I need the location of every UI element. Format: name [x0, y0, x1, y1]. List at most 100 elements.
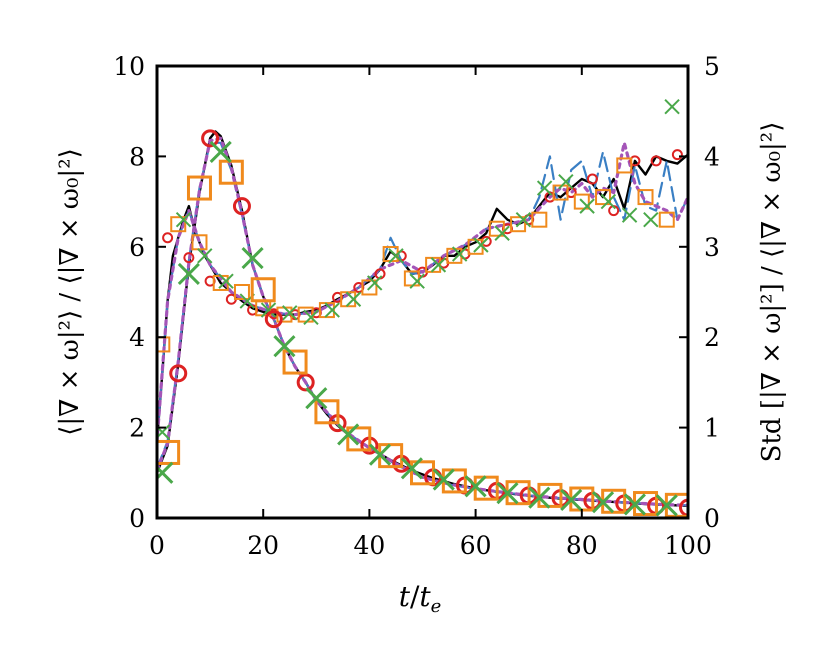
std-marker-square: [595, 189, 612, 206]
std-marker-square: [616, 157, 633, 174]
y-left-tick-label: 4: [129, 323, 145, 352]
std-marker-x: [260, 302, 277, 318]
x-tick-label: 80: [566, 531, 598, 560]
std-marker-square: [340, 291, 357, 308]
y-axis-label-right: Std [|∇ × ω|²] / ⟨|∇ × ω₀|²⟩: [757, 122, 787, 463]
std-marker-x: [494, 225, 510, 241]
mean-marker-x: [623, 493, 646, 516]
std-marker-x: [388, 248, 404, 264]
mean-marker-x: [177, 262, 200, 285]
x-axis-label: t/te: [399, 580, 442, 617]
y-axis-label-left: ⟨|∇ × ω|²⟩ / ⟨|∇ × ω₀|²⟩: [55, 148, 85, 436]
x-tick-label: 60: [460, 531, 492, 560]
mean-marker-square: [157, 439, 181, 465]
y-left-tick-label: 6: [129, 233, 145, 262]
std-marker-square: [361, 279, 378, 296]
mean-marker-circle: [264, 310, 283, 329]
std-marker-square: [637, 189, 654, 206]
std-marker-x: [175, 211, 192, 228]
std-marker-square: [552, 184, 569, 201]
std-marker-square: [170, 216, 187, 233]
y-right-tick-label: 3: [704, 233, 720, 262]
std-marker-x: [345, 291, 362, 307]
y-right-tick-label: 5: [704, 52, 720, 81]
std-marker-x: [451, 246, 468, 262]
std-marker-x: [282, 305, 298, 321]
mean-marker-x: [241, 247, 264, 270]
mean-marker-x: [337, 423, 360, 446]
y-left-tick-label: 8: [129, 142, 145, 171]
mean-marker-circle: [232, 197, 251, 216]
std-marker-x: [664, 98, 680, 115]
std-marker-x: [515, 211, 532, 228]
std-marker-square: [531, 211, 548, 228]
y-left-tick-label: 2: [129, 414, 145, 443]
std-marker-x: [197, 248, 213, 264]
mean-marker-square: [410, 460, 435, 486]
mean-marker-x: [655, 494, 678, 517]
series-layer: [157, 130, 688, 507]
x-tick-label: 40: [353, 531, 385, 560]
y-left-tick-label: 0: [129, 504, 145, 533]
y-right-tick-label: 1: [704, 414, 720, 443]
marker-layer: [157, 98, 688, 518]
std-marker-x: [643, 211, 659, 228]
mean-marker-circle: [679, 498, 688, 517]
mean-marker-x: [528, 486, 551, 509]
std-marker-x: [600, 193, 617, 210]
mean-line-purple-dotted: [157, 136, 688, 507]
std-marker-x: [621, 207, 638, 223]
std-marker-square: [658, 211, 675, 228]
mean-marker-x: [209, 140, 232, 163]
x-tick-label: 20: [247, 531, 279, 560]
mean-marker-x: [464, 475, 487, 498]
y-right-tick-label: 0: [704, 504, 720, 533]
mean-marker-square: [282, 349, 308, 375]
std-marker-x: [367, 275, 383, 291]
std-marker-square: [425, 256, 442, 273]
mean-marker-x: [400, 457, 423, 480]
mean-marker-square: [346, 426, 372, 452]
x-tick-label: 0: [149, 531, 165, 560]
mean-marker-square: [186, 175, 212, 201]
std-marker-square: [573, 193, 590, 210]
std-marker-circle: [671, 149, 683, 161]
mean-marker-x: [305, 387, 328, 410]
std-marker-circle: [162, 232, 174, 244]
plot-frame: [155, 64, 690, 520]
std-marker-square: [233, 284, 250, 300]
mean-marker-circle: [169, 364, 188, 383]
y-right-tick-label: 2: [704, 323, 720, 352]
std-marker-x: [218, 273, 234, 289]
std-marker-square: [318, 302, 335, 319]
mean-marker-circle: [296, 373, 315, 392]
mean-marker-circle: [201, 129, 220, 148]
std-marker-x: [409, 273, 425, 289]
mean-marker-x: [496, 482, 519, 505]
std-marker-x: [579, 198, 595, 214]
mean-marker-x: [560, 488, 583, 511]
mean-marker-x: [591, 491, 615, 514]
std-marker-square: [510, 216, 527, 233]
std-marker-x: [430, 257, 447, 273]
mean-marker-square: [250, 277, 276, 303]
std-marker-x: [303, 309, 319, 326]
std-marker-x: [558, 174, 574, 190]
mean-marker-x: [157, 461, 174, 484]
std-marker-circle: [586, 173, 598, 185]
std-marker-x: [324, 302, 340, 318]
y-left-tick-label: 10: [113, 52, 145, 81]
mean-marker-x: [273, 335, 296, 358]
mean-marker-square: [314, 399, 340, 425]
std-marker-x: [536, 180, 553, 196]
mean-marker-x: [432, 468, 455, 491]
std-marker-x: [473, 237, 489, 253]
std-marker-square: [488, 220, 505, 237]
x-tick-label: 100: [664, 531, 712, 560]
y-right-tick-label: 4: [704, 142, 720, 171]
mean-marker-x: [368, 443, 392, 466]
std-marker-circle: [183, 252, 195, 264]
std-marker-circle: [650, 155, 662, 167]
